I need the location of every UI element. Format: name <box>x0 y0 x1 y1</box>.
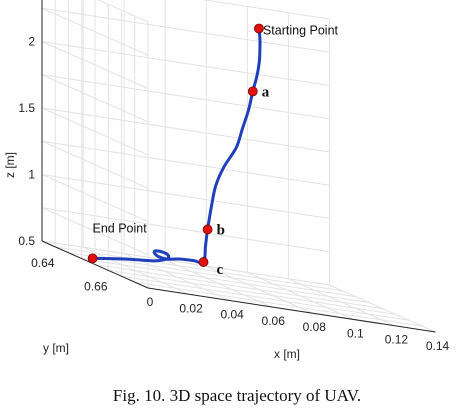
z-axis-label: z [m] <box>3 152 17 178</box>
x-tick-label: 0.08 <box>303 320 327 334</box>
y-tick-label: 0.64 <box>31 256 55 270</box>
axes-frame <box>41 0 436 333</box>
z-tick-label: 0.5 <box>18 234 35 248</box>
back-wall-grid-line <box>41 107 330 153</box>
y-axis-label: y [m] <box>43 341 69 355</box>
waypoint-label: a <box>262 84 270 100</box>
y-axis-line <box>41 240 149 289</box>
x-tick-label: 0.14 <box>426 339 450 353</box>
z-tick-label: 2 <box>28 35 35 49</box>
figure-caption: Fig. 10. 3D space trajectory of UAV. <box>113 386 361 405</box>
side-wall-grid-line <box>41 107 149 156</box>
floor-grid-line <box>121 275 410 321</box>
x-tick-label: 0.02 <box>179 301 203 315</box>
floor-grid-line <box>55 246 343 292</box>
x-tick-label: 0 <box>147 295 154 309</box>
x-axis-label: x [m] <box>274 347 300 361</box>
waypoint-label: End Point <box>93 221 148 235</box>
side-wall-grid-line <box>41 174 149 222</box>
back-wall-grid-line <box>41 7 330 53</box>
x-tick-label: 0.12 <box>385 333 409 347</box>
back-wall-grid-line <box>41 41 330 86</box>
side-wall-grid-line <box>41 41 149 89</box>
back-wall-grid-line <box>41 74 330 120</box>
waypoint-marker <box>198 257 209 267</box>
side-wall-grid-line <box>41 140 149 189</box>
floor-grid-line <box>134 281 423 327</box>
waypoint-marker <box>254 23 264 34</box>
side-wall-grid-line <box>41 7 149 56</box>
back-wall-grid-line <box>41 140 330 186</box>
waypoint-marker <box>247 86 258 97</box>
x-axis-line <box>147 287 436 333</box>
waypoint-label: Starting Point <box>263 23 339 37</box>
grid-lines <box>41 0 436 333</box>
waypoint-marker <box>202 224 213 235</box>
back-wall-grid-line <box>202 0 330 20</box>
waypoint-label: b <box>217 222 225 238</box>
x-tick-label: 0.04 <box>220 308 244 322</box>
z-tick-label: 1 <box>28 168 35 182</box>
floor-grid-line <box>94 264 383 309</box>
side-wall-grid-line <box>41 74 149 123</box>
tick-labels: 0 0.02 0.04 0.06 0.08 0.1 0.12 0.14 0.64 0.66 0.5 1… <box>18 35 450 354</box>
side-wall-grid-line <box>97 0 149 23</box>
back-wall-grid-line <box>41 240 330 286</box>
z-tick-label: 1.5 <box>18 101 35 115</box>
marker-layer: Starting Point a b c End Point <box>87 23 339 278</box>
floor-grid-line <box>81 258 370 304</box>
x-tick-label: 0.1 <box>347 326 364 340</box>
back-wall-grid-line <box>41 174 330 219</box>
side-wall-grid-line <box>41 207 149 256</box>
waypoint-marker <box>87 253 98 264</box>
waypoint-label: c <box>217 262 224 278</box>
y-tick-label: 0.66 <box>84 279 108 293</box>
back-wall-grid-line <box>41 207 330 253</box>
floor-grid-line <box>108 269 396 315</box>
x-tick-label: 0.06 <box>262 314 286 328</box>
